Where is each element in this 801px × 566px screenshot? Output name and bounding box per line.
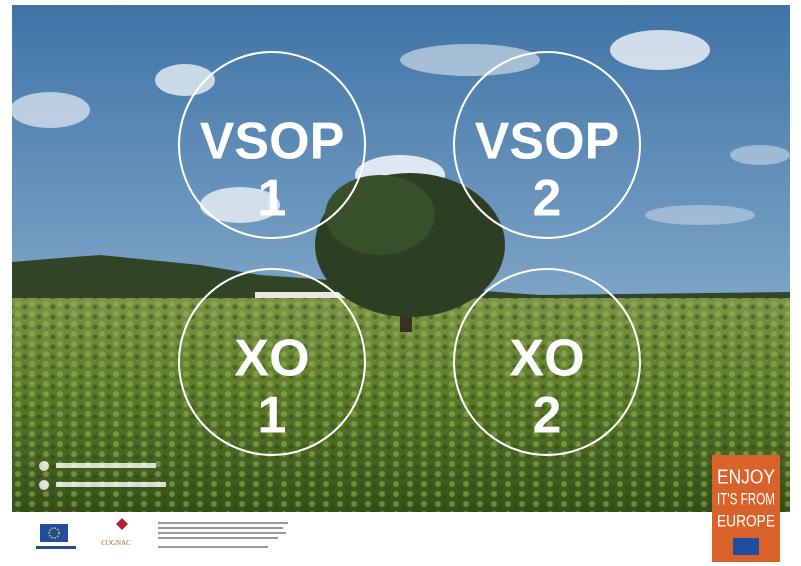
poster: VSOP 1 VSOP 2 XO 1 XO 2 COGNAC ENJOY IT'… [0,0,801,566]
circle-number: 2 [533,170,562,228]
circle-title: VSOP [475,113,620,171]
cognac-logo: COGNAC [101,539,131,547]
badge-line: IT'S FROM [717,489,775,508]
badge-line: EUROPE [717,511,775,530]
circle-title: XO [509,330,584,388]
circle-number: 1 [258,170,287,228]
circle-number: 2 [533,387,562,445]
circle-title: VSOP [200,113,345,171]
badge-line: ENJOY [717,466,775,488]
circle-title: XO [234,330,309,388]
badge-eu-flag [733,538,759,555]
circle-number: 1 [258,387,287,445]
footer-strip [12,512,790,562]
